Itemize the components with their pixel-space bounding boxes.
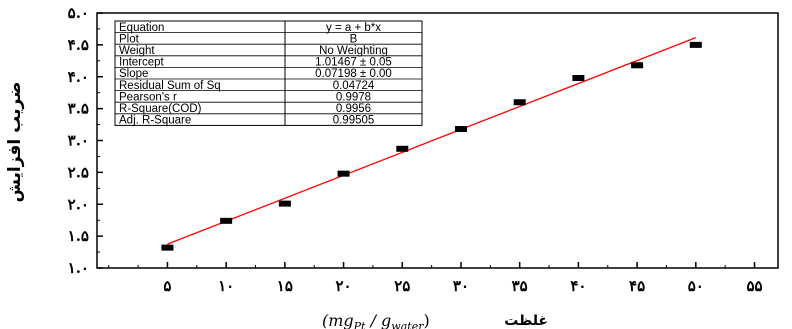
stats-row-value: 1.01467 ± 0.05 [315,57,392,69]
x-axis-ticks: ۵ ۱۰ ۱۵ ۲۰ ۲۵ ۳۰ ۳۵ ۴۰ ۴۵ ۵۰ ۵۵ [108,262,763,295]
fit-line [167,37,697,245]
stats-row-label: Equation [119,22,164,34]
y-tick-label: ۴.۵ [68,36,89,54]
x-tick-label: ۳۰ [453,277,469,295]
data-point [631,62,644,69]
stats-row-label: Residual Sum of Sq [119,80,221,92]
x-tick-label: ۵۵ [746,277,762,295]
x-label-sub-pt: Pt [353,320,366,329]
stats-table: Equation y = a + b*x Plot B Weight No Weighti… [114,20,423,127]
stats-row-label: Plot [119,33,140,45]
stats-row-label: Adj. R-Square [119,115,191,127]
data-point [454,126,467,133]
x-tick-label: ۲۰ [336,277,352,295]
x-tick-label: ۵ [163,277,171,295]
stats-row-label: Weight [119,45,155,57]
x-label-end: ) [423,311,429,329]
data-point [337,170,350,177]
data-point [161,244,174,251]
stats-row-value: 0.07198 ± 0.00 [315,68,392,80]
stats-row-label: Pearson's r [119,91,177,103]
x-axis-label-fa: غلظت [504,313,548,329]
stats-row-value: No Weighting [319,45,388,57]
x-tick-label: ۱۰ [218,277,234,295]
data-point [396,145,409,152]
data-point [513,99,526,106]
data-points [161,41,702,251]
x-label-sub-water: water [391,320,424,329]
stats-row-value: y = a + b*x [326,22,381,34]
x-label-mid: / g [365,311,391,329]
x-tick-label: ۵۰ [688,277,704,295]
stats-row-value: 0.99505 [333,115,375,127]
x-tick-label: ۱۵ [277,277,293,295]
x-label-main: (mg [322,311,354,329]
x-tick-label: ۴۵ [629,277,645,295]
y-axis-label: ضریب افزایش [5,81,25,202]
stats-table-frame [114,20,423,126]
stats-row-label: R-Square(COD) [119,103,202,115]
x-tick-label: ۳۵ [512,277,528,295]
data-point [689,41,702,48]
data-point [572,75,585,82]
stats-row-value: 0.04724 [333,80,375,92]
y-axis-ticks: ۱.۰ ۱.۵ ۲.۰ ۲.۵ ۳.۰ ۳.۵ ۴.۰ ۴.۵ ۵.۰ [68,4,103,277]
plot-frame [96,12,779,269]
y-tick-label: ۲.۵ [68,163,89,181]
stats-row-value: B [350,33,358,45]
x-axis-label: (mgPt / gwater) [322,311,430,329]
stats-row-value: 0.9978 [336,91,371,103]
stats-row-label: Slope [119,68,148,80]
fit-line-layer [167,37,697,245]
stats-row-label: Intercept [119,57,165,69]
stats-row-value: 0.9956 [336,103,371,115]
y-tick-label: ۳.۰ [68,132,89,150]
x-tick-label: ۴۰ [570,277,586,295]
data-point [278,200,291,207]
y-tick-label: ۵.۰ [68,4,89,22]
data-point [220,217,233,224]
y-tick-label: ۴.۰ [68,68,89,86]
x-tick-label: ۲۵ [394,277,410,295]
y-tick-label: ۲.۰ [68,195,89,213]
y-tick-label: ۳.۵ [68,100,89,118]
y-tick-label: ۱.۵ [68,227,89,245]
y-tick-label: ۱.۰ [68,259,89,277]
